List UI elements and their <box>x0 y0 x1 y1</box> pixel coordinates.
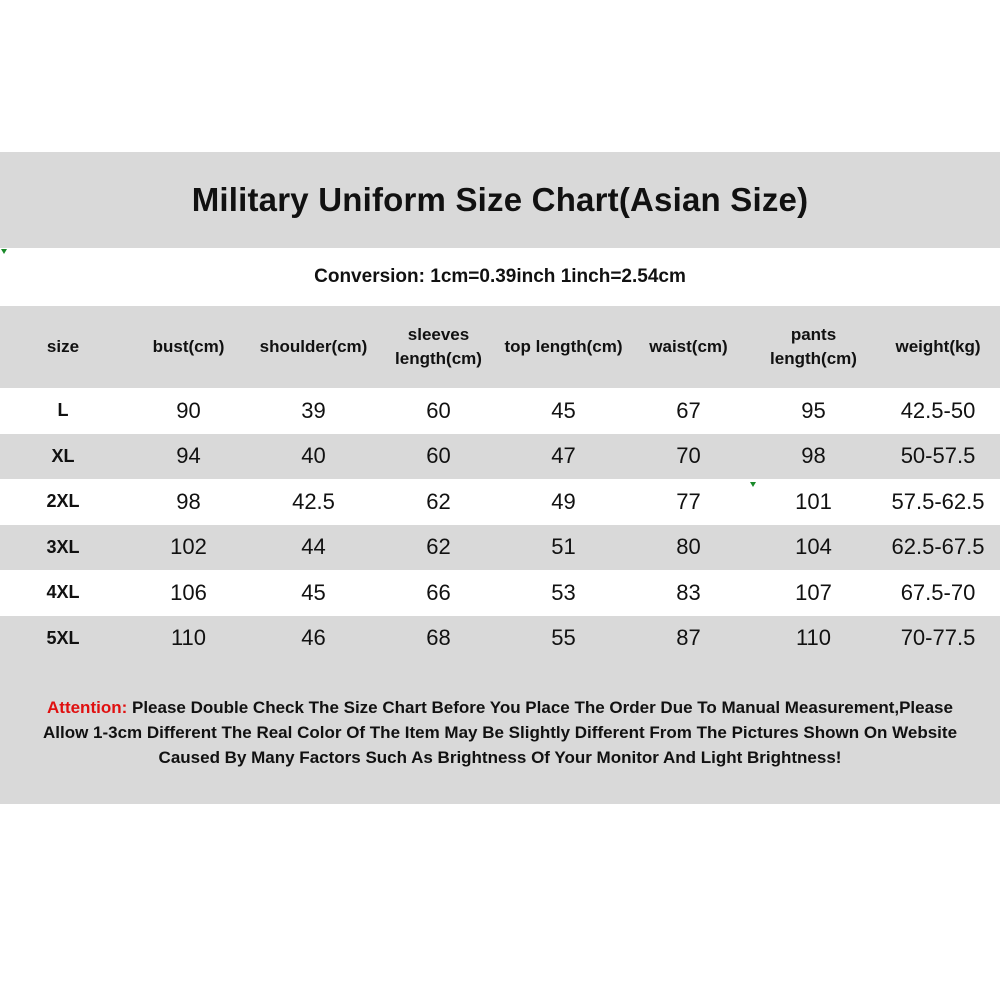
table-cell: 70 <box>676 443 701 469</box>
table-cell: 51 <box>551 534 576 560</box>
table-cell: 62.5-67.5 <box>891 534 985 560</box>
table-cell: 87 <box>676 625 701 651</box>
table-cell: 44 <box>301 534 326 560</box>
table-cell: 55 <box>551 625 576 651</box>
table-row: 2XL 98 42.5 62 49 77 101 57.5-62.5 <box>0 479 1000 525</box>
table-cell: 39 <box>301 397 326 423</box>
conversion-band: Conversion: 1cm=0.39inch 1inch=2.54cm <box>0 248 1000 306</box>
size-label-cell: 2XL <box>46 491 80 512</box>
table-cell: 57.5-62.5 <box>891 488 985 514</box>
table-cell: 90 <box>176 397 201 423</box>
size-label-cell: 5XL <box>46 627 80 648</box>
table-cell: 67 <box>676 397 701 423</box>
size-label-cell: L <box>57 400 69 421</box>
table-cell: 77 <box>676 488 701 514</box>
column-header: bust(cm) <box>152 337 225 356</box>
table-cell: 110 <box>170 625 207 651</box>
table-row: 3XL 102 44 62 51 80 104 62.5-67.5 <box>0 524 1000 570</box>
table-cell: 106 <box>170 579 207 605</box>
table-cell: 67.5-70 <box>900 579 976 605</box>
table-cell: 101 <box>795 488 832 514</box>
table-cell: 60 <box>426 397 451 423</box>
column-header: size <box>46 337 80 356</box>
table-cell: 53 <box>551 579 576 605</box>
table-cell: 45 <box>301 579 326 605</box>
table-cell: 49 <box>551 488 576 514</box>
table-cell: 83 <box>676 579 701 605</box>
table-cell: 47 <box>551 443 576 469</box>
attention-band: Attention: Please Double Check The Size … <box>0 661 1000 804</box>
table-row: XL 94 40 60 47 70 98 50-57.5 <box>0 433 1000 479</box>
table-header-row: size bust(cm) shoulder(cm) sleeves lengt… <box>0 306 1000 388</box>
attention-note: Attention: Please Double Check The Size … <box>5 695 995 770</box>
table-cell: 110 <box>795 625 832 651</box>
size-label-cell: 4XL <box>46 582 80 603</box>
size-table: size bust(cm) shoulder(cm) sleeves lengt… <box>0 306 1000 661</box>
table-cell: 68 <box>426 625 451 651</box>
green-mark-icon <box>1 249 7 254</box>
table-cell: 98 <box>176 488 201 514</box>
column-header: shoulder(cm) <box>259 337 368 356</box>
table-cell: 95 <box>801 397 826 423</box>
table-cell: 62 <box>426 534 451 560</box>
page-title: Military Uniform Size Chart(Asian Size) <box>191 181 809 218</box>
table-cell: 62 <box>426 488 451 514</box>
table-row: 4XL 106 45 66 53 83 107 67.5-70 <box>0 570 1000 616</box>
title-band: Military Uniform Size Chart(Asian Size) <box>0 152 1000 248</box>
attention-text-line2: Allow 1-3cm Different The Real Color Of … <box>42 723 958 742</box>
table-cell: 45 <box>551 397 576 423</box>
column-header: weight(kg) <box>895 337 981 356</box>
table-cell: 40 <box>301 443 326 469</box>
conversion-note: Conversion: 1cm=0.39inch 1inch=2.54cm <box>314 266 686 287</box>
column-header: pants length(cm) <box>770 325 857 368</box>
table-cell: 80 <box>676 534 701 560</box>
table-cell: 46 <box>301 625 326 651</box>
table-row: 5XL 110 46 68 55 87 110 70-77.5 <box>0 615 1000 661</box>
column-header: sleeves length(cm) <box>395 325 482 368</box>
size-label-cell: 3XL <box>46 536 80 557</box>
table-cell: 107 <box>795 579 832 605</box>
table-cell: 70-77.5 <box>900 625 976 651</box>
table-cell: 50-57.5 <box>900 443 976 469</box>
table-cell: 66 <box>426 579 451 605</box>
attention-label: Attention: <box>47 698 128 717</box>
table-cell: 42.5-50 <box>900 397 976 423</box>
table-cell: 102 <box>170 534 207 560</box>
attention-text-line3: Caused By Many Factors Such As Brightnes… <box>158 748 842 767</box>
column-header: waist(cm) <box>649 337 728 356</box>
table-cell: 94 <box>176 443 201 469</box>
column-header: top length(cm) <box>504 337 623 356</box>
table-cell: 98 <box>801 443 826 469</box>
table-cell: 104 <box>795 534 832 560</box>
table-cell: 60 <box>426 443 451 469</box>
table-row: L 90 39 60 45 67 95 42.5-50 <box>0 388 1000 434</box>
size-label-cell: XL <box>51 445 75 466</box>
attention-text-line1: Please Double Check The Size Chart Befor… <box>127 698 953 717</box>
size-chart-sheet: Military Uniform Size Chart(Asian Size) … <box>0 152 1000 804</box>
table-cell: 42.5 <box>292 488 335 514</box>
green-mark-icon <box>750 482 756 487</box>
